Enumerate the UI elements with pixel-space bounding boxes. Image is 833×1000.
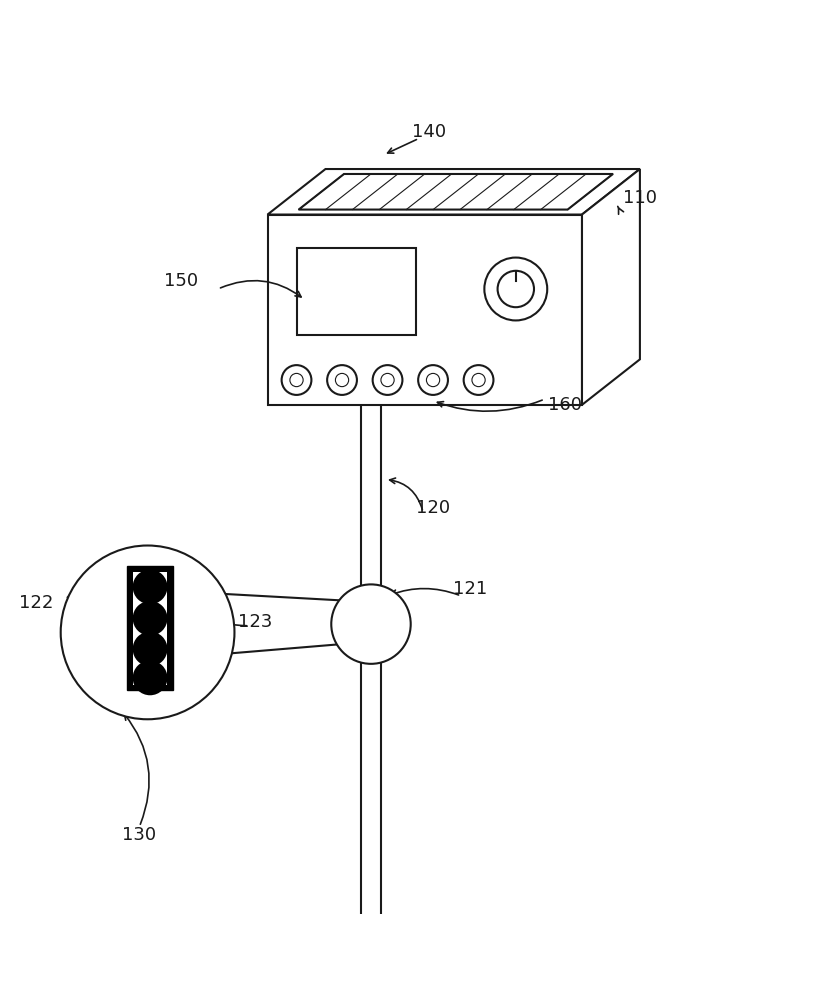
Circle shape: [132, 601, 167, 636]
Text: 121: 121: [453, 580, 487, 598]
Polygon shape: [267, 169, 640, 215]
Text: 122: 122: [18, 594, 53, 612]
Circle shape: [332, 584, 411, 664]
Polygon shape: [582, 169, 640, 405]
Text: 150: 150: [163, 272, 197, 290]
Circle shape: [61, 546, 234, 719]
Text: 120: 120: [416, 499, 450, 517]
Text: 110: 110: [623, 189, 657, 207]
Circle shape: [132, 632, 167, 666]
Text: 123: 123: [238, 613, 272, 631]
Text: 130: 130: [122, 826, 157, 844]
Text: 140: 140: [412, 123, 446, 141]
Circle shape: [132, 661, 167, 695]
Polygon shape: [267, 215, 582, 405]
Polygon shape: [133, 572, 167, 685]
Circle shape: [132, 570, 167, 604]
Polygon shape: [127, 566, 172, 690]
Text: 160: 160: [548, 396, 582, 414]
